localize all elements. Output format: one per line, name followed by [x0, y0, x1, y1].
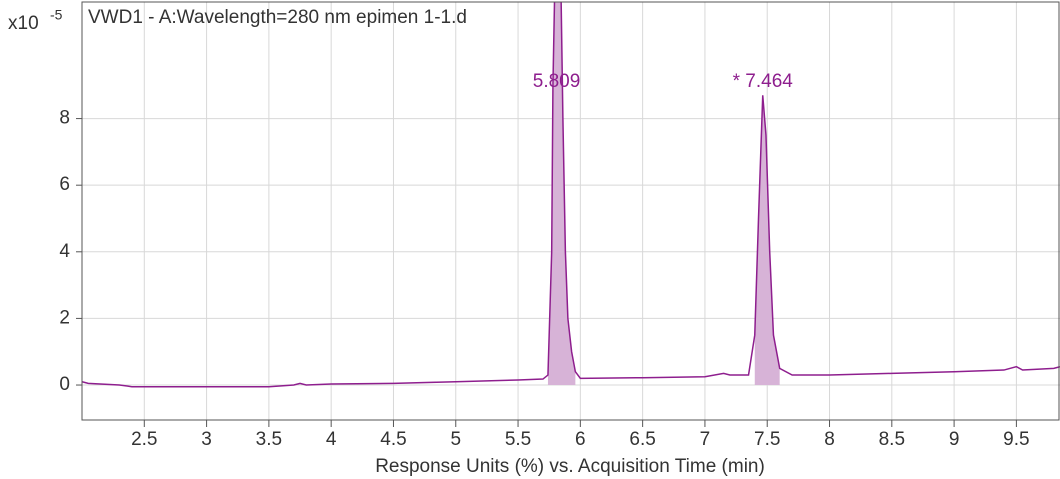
- x-tick-label: 4.5: [380, 429, 406, 450]
- chart-title: VWD1 - A:Wavelength=280 nm epimen 1-1.d: [88, 7, 467, 28]
- peak-label: * 7.464: [733, 71, 794, 92]
- x-tick-label: 8.5: [879, 429, 905, 450]
- y-tick-label: 0: [59, 374, 70, 395]
- peak-label: 5.809: [533, 71, 581, 92]
- x-tick-label: 6.5: [629, 429, 655, 450]
- y-exponent: -5: [50, 7, 63, 23]
- x-tick-label: 4: [326, 429, 337, 450]
- x-tick-label: 3.5: [256, 429, 282, 450]
- x-tick-label: 9: [949, 429, 960, 450]
- x-tick-label: 5: [450, 429, 461, 450]
- trace-line: [82, 2, 1060, 388]
- plot-frame: [81, 1, 1060, 421]
- x-axis-label: Response Units (%) vs. Acquisition Time …: [375, 456, 765, 477]
- x-tick-label: 7: [700, 429, 711, 450]
- x-tick-label: 9.5: [1003, 429, 1029, 450]
- peak-area: [547, 2, 576, 386]
- y-tick-label: 2: [59, 307, 70, 328]
- x-tick-label: 6: [575, 429, 586, 450]
- x-tick-label: 7.5: [754, 429, 780, 450]
- y-multiplier: x10: [8, 13, 39, 34]
- y-tick-label: 4: [59, 241, 70, 262]
- x-tick-label: 8: [824, 429, 835, 450]
- y-tick-label: 8: [59, 108, 70, 129]
- x-tick-label: 2.5: [131, 429, 157, 450]
- y-tick-label: 6: [59, 174, 70, 195]
- x-tick-label: 5.5: [505, 429, 531, 450]
- x-tick-label: 3: [201, 429, 212, 450]
